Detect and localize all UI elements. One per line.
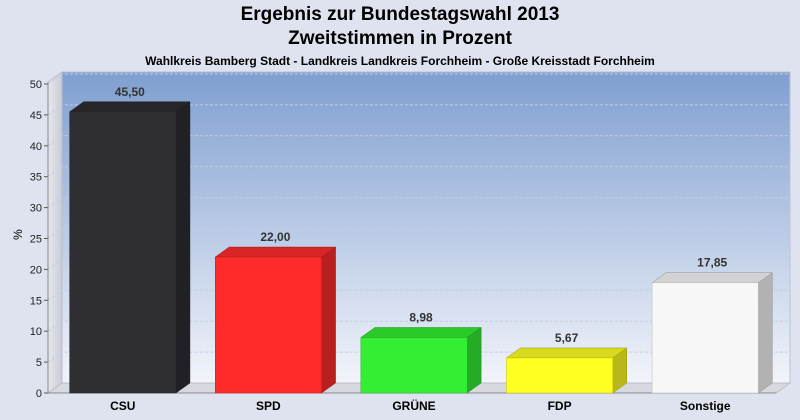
bar-fdp xyxy=(505,347,628,394)
gridline xyxy=(47,289,790,301)
bar-side-face xyxy=(466,327,482,394)
bar-gr-ne xyxy=(360,327,482,394)
data-label: 8,98 xyxy=(409,311,433,325)
y-tick-label: 25 xyxy=(30,234,42,246)
y-tick-label: 20 xyxy=(30,264,42,276)
x-tick-label: GRÜNE xyxy=(392,398,435,413)
gridline xyxy=(47,228,790,239)
y-tick-label: 50 xyxy=(30,79,42,91)
gridline xyxy=(47,73,790,85)
bar-spd xyxy=(214,246,337,394)
y-tick-label: 30 xyxy=(30,203,42,215)
chart-title-line2: Zweitstimmen in Prozent xyxy=(288,28,512,49)
bar-csu xyxy=(68,101,191,394)
bar-side-face xyxy=(758,272,773,394)
bar-front-face xyxy=(360,337,468,394)
data-label: 22,00 xyxy=(260,230,290,244)
y-tick-label: 35 xyxy=(30,172,42,184)
bar-front-face xyxy=(506,357,613,394)
y-tick-label: 15 xyxy=(30,295,42,307)
x-tick-label: Sonstige xyxy=(680,399,731,413)
gridline xyxy=(47,258,790,270)
chart-subtitle: Wahlkreis Bamberg Stadt - Landkreis Land… xyxy=(145,54,655,68)
y-axis-label: % xyxy=(11,229,25,240)
x-tick-label: FDP xyxy=(548,399,572,413)
bar-top-face xyxy=(214,246,337,258)
gridline xyxy=(47,197,790,209)
plot-side-wall xyxy=(47,71,63,394)
data-label: 17,85 xyxy=(697,256,727,270)
gridline xyxy=(47,320,790,332)
data-label: 45,50 xyxy=(115,85,145,99)
bar-front-face xyxy=(215,256,322,394)
bar-side-face xyxy=(175,101,191,394)
gridline xyxy=(47,166,790,178)
gridline xyxy=(47,135,790,147)
bar-front-face xyxy=(651,282,759,394)
y-tick-label: 40 xyxy=(30,141,42,153)
bar-front-face xyxy=(69,111,177,394)
bar-top-face xyxy=(651,272,774,283)
x-tick-label: SPD xyxy=(256,399,281,413)
y-tick-label: 45 xyxy=(30,110,42,122)
bar-top-face xyxy=(68,101,191,113)
y-tick-label: 10 xyxy=(30,326,42,338)
chart-title: Ergebnis zur Bundestagswahl 2013 xyxy=(240,4,560,25)
x-tick-label: CSU xyxy=(110,399,135,413)
gridline xyxy=(47,104,790,116)
bar-side-face xyxy=(321,246,336,394)
bar-top-face xyxy=(505,347,628,359)
bar-sonstige xyxy=(651,272,774,394)
data-label: 5,67 xyxy=(555,331,579,345)
bar-top-face xyxy=(360,327,482,338)
y-tick-label: 0 xyxy=(36,388,42,400)
y-tick-label: 5 xyxy=(36,357,42,369)
